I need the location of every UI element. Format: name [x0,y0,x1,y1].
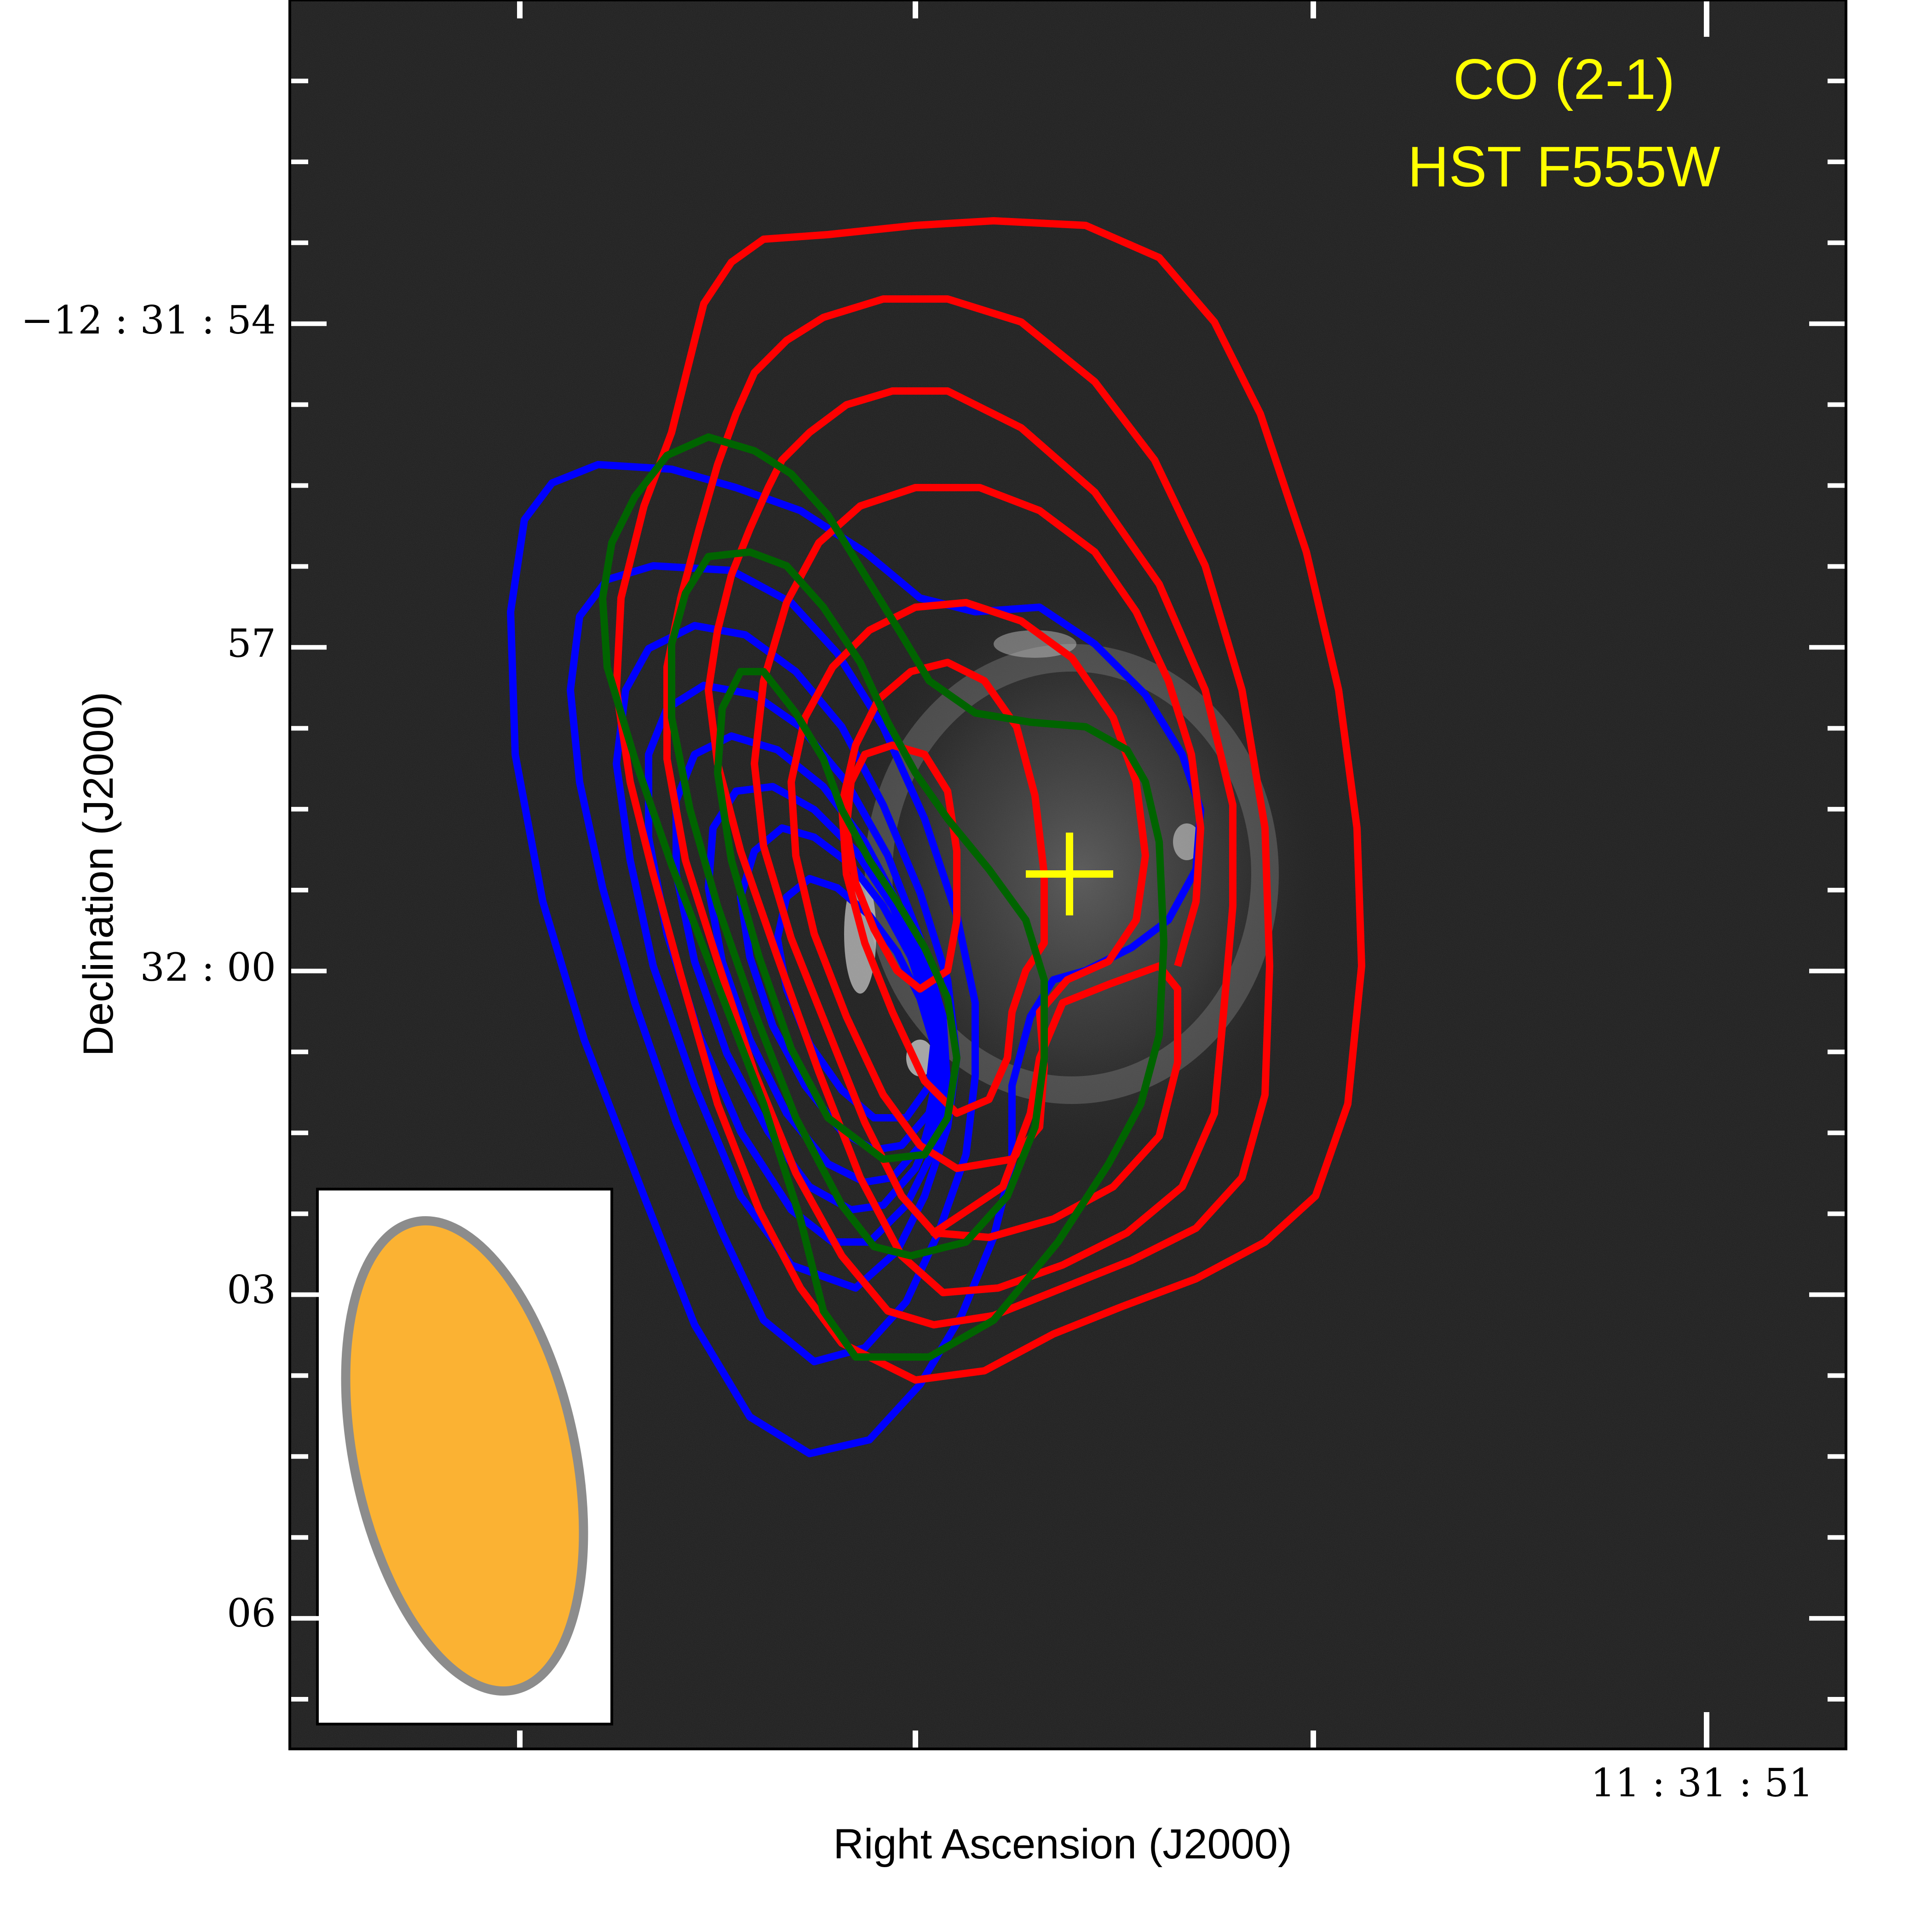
green-contour [714,668,960,1163]
label-line-1: CO (2-1) [1453,48,1675,111]
red-contour [705,387,1236,1296]
beam-inset [316,1188,613,1725]
red-contour [613,217,1365,1384]
center-cross [1026,833,1113,915]
red-contour [663,295,1273,1328]
galaxy-knot [994,630,1076,658]
y-tick-label: 32 : 00 [140,945,276,990]
beam-ellipse [341,1216,588,1696]
y-tick-label: 57 [227,621,276,666]
galaxy-knot [1173,823,1201,860]
contours [507,217,1365,1457]
red-contour [838,659,1048,1117]
green-contour [599,433,1167,1361]
plot-frame [288,0,1847,1750]
label-line-2: HST F555W [1408,135,1720,199]
y-tick-label: 03 [227,1267,276,1312]
red-contour [788,599,1149,1172]
y-axis-label: Declination (J2000) [75,692,122,1057]
x-tick-label: 11 : 31 : 51 [1591,1760,1813,1806]
blue-contour [673,732,947,1213]
blue-contour [774,875,937,1121]
y-tick-label: −12 : 31 : 54 [21,298,276,343]
red-contour [843,742,960,993]
green-contour [668,548,1048,1259]
x-axis-label: Right Ascension (J2000) [833,1821,1292,1868]
y-tick-label: 06 [227,1591,276,1636]
axis-ticks [290,0,1846,1749]
blue-contour [507,461,1204,1457]
